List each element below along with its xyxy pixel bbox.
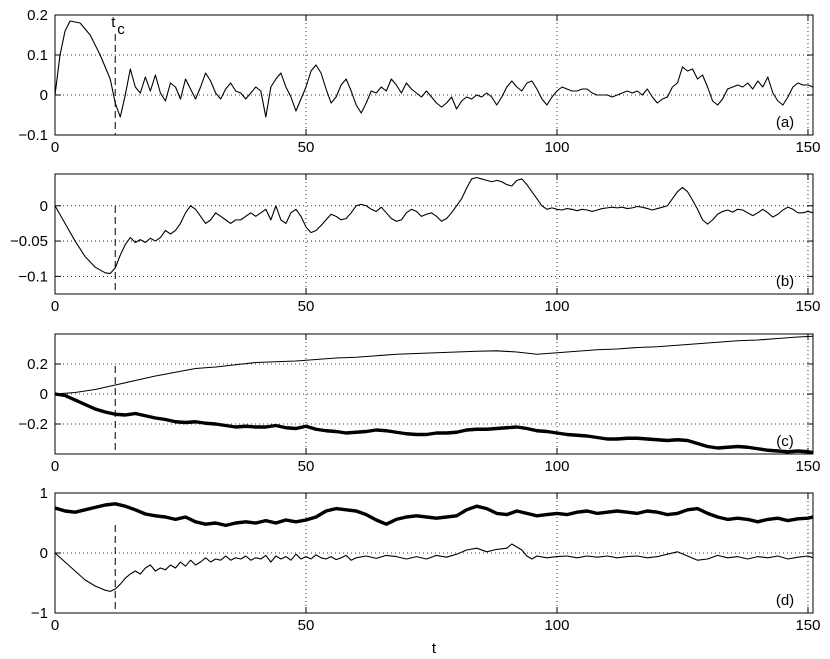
series-line-thick: [54, 502, 814, 528]
x-tick-label: 100: [544, 617, 569, 634]
panel-b: 0 50 100 150 −0.1 −0.05 0 (b): [10, 173, 820, 315]
series-line-thin: [54, 20, 814, 118]
panel-c: 0 50 100 150 −0.2 0 0.2 (c): [18, 333, 820, 475]
x-tick-label: 150: [795, 458, 820, 475]
panel-a: 0 50 100 150−0.100.10.2(a)t c: [18, 7, 820, 156]
y-tick-label: −0.05: [10, 233, 48, 250]
x-tick-label: 0: [51, 458, 59, 475]
panel-label: (c): [776, 433, 794, 450]
panel-label: (d): [776, 592, 794, 609]
y-tick-label: 0: [40, 87, 48, 104]
y-tick-label: 0: [40, 198, 48, 215]
y-tick-label: −0.1: [18, 268, 48, 285]
axes-box: [54, 173, 814, 295]
y-tick-label: 1: [40, 485, 48, 502]
x-tick-label: 150: [795, 617, 820, 634]
tc-annotation-label: t: [111, 14, 116, 31]
panel-label: (b): [776, 273, 794, 290]
series-line-thin: [54, 176, 814, 275]
y-tick-label: −1: [31, 605, 48, 622]
x-tick-label: 50: [298, 617, 315, 634]
series-line-thin: [54, 543, 814, 592]
axes-box: [54, 14, 814, 136]
x-tick-label: 50: [298, 298, 315, 315]
series-line-thick: [54, 392, 814, 455]
y-tick-label: −0.2: [18, 416, 48, 433]
y-tick-label: 0.1: [27, 47, 48, 64]
x-axis-label: t: [432, 640, 437, 657]
y-tick-label: 0.2: [27, 7, 48, 24]
x-tick-label: 150: [795, 139, 820, 156]
x-tick-label: 0: [51, 617, 59, 634]
x-tick-label: 0: [51, 139, 59, 156]
y-tick-label: 0: [40, 386, 48, 403]
tc-annotation-subscript: c: [117, 21, 125, 38]
series-line-thin: [54, 335, 814, 395]
y-tick-label: 0: [40, 545, 48, 562]
x-tick-label: 50: [298, 458, 315, 475]
x-tick-label: 100: [544, 458, 569, 475]
x-tick-label: 0: [51, 298, 59, 315]
y-tick-label: −0.1: [18, 127, 48, 144]
panel-label: (a): [776, 114, 794, 131]
panel-d: 0 50 100 150−101(d): [31, 485, 821, 634]
y-tick-label: 0.2: [27, 356, 48, 373]
x-tick-label: 100: [544, 139, 569, 156]
x-tick-label: 100: [544, 298, 569, 315]
x-tick-label: 150: [795, 298, 820, 315]
x-tick-label: 50: [298, 139, 315, 156]
